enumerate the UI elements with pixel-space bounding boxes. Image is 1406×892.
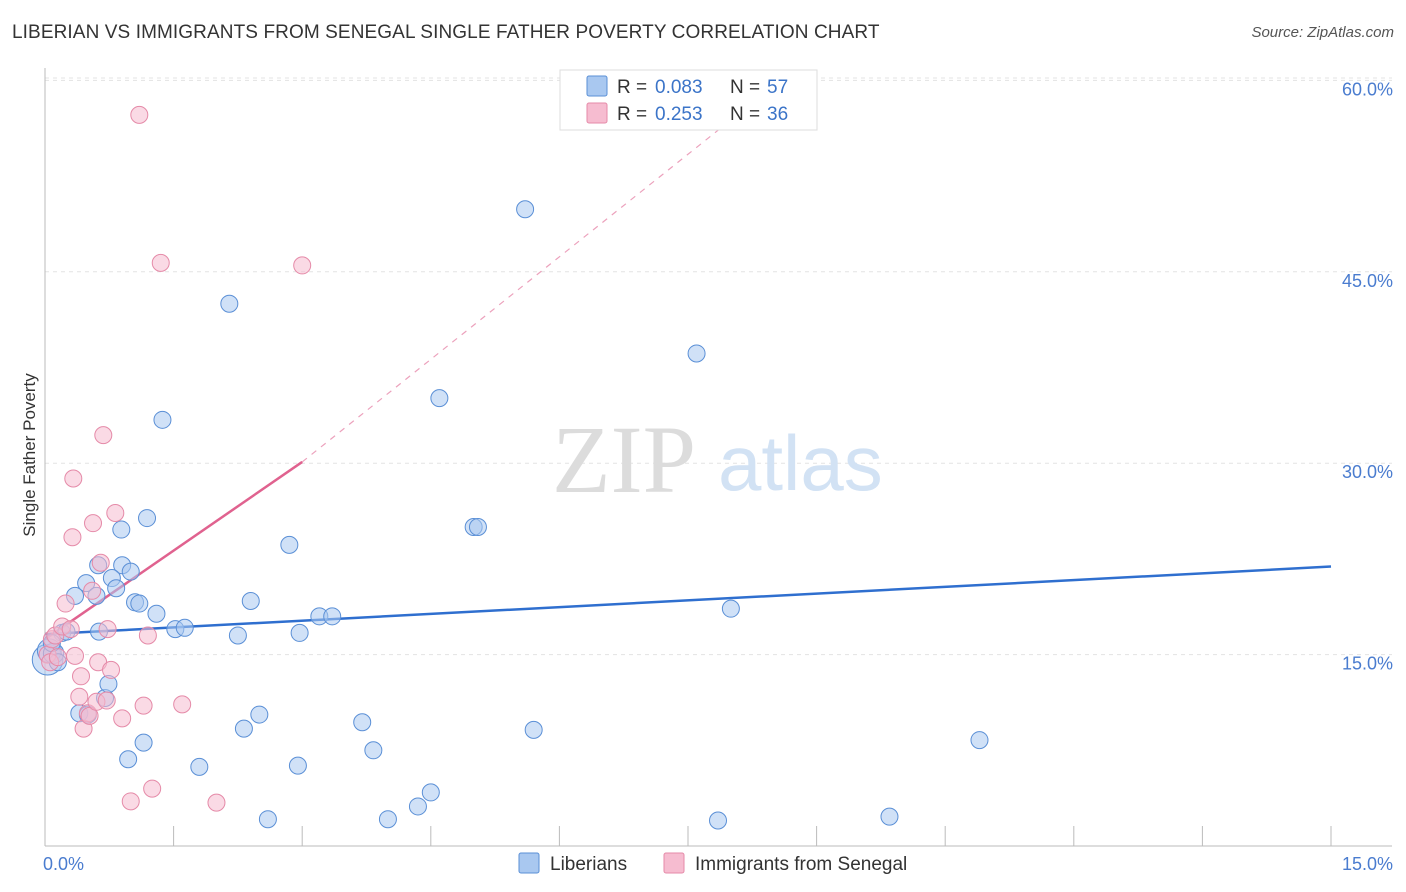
bottom-legend: Liberians Immigrants from Senegal [518, 852, 907, 875]
data-points [31, 105, 989, 830]
point-liberians [258, 810, 277, 829]
legend-n-label-1: N = [730, 77, 760, 98]
legend-r-label-2: R = [617, 104, 647, 125]
point-senegal [134, 696, 153, 715]
trend-lines [44, 99, 1332, 641]
point-senegal [84, 514, 103, 533]
point-liberians [364, 741, 383, 760]
point-liberians [516, 200, 535, 219]
y-tick-labels: 15.0% 30.0% 45.0% 60.0% [1342, 79, 1393, 673]
bottom-legend-label-senegal: Immigrants from Senegal [695, 854, 907, 875]
point-liberians [353, 713, 372, 732]
watermark-zip: ZIP [552, 406, 696, 513]
point-liberians [323, 607, 342, 626]
legend-n-value-1: 57 [767, 77, 788, 98]
point-senegal [293, 256, 312, 275]
point-senegal [94, 426, 113, 445]
point-liberians [107, 579, 126, 598]
point-senegal [83, 581, 102, 600]
point-liberians [280, 535, 299, 554]
point-liberians [709, 811, 728, 830]
point-liberians [220, 294, 239, 313]
point-liberians [234, 719, 253, 738]
trend-line-liberians [44, 565, 1332, 636]
y-axis-label: Single Father Poverty [20, 373, 39, 537]
y-tick-label: 60.0% [1342, 79, 1393, 99]
point-liberians [524, 720, 543, 739]
point-senegal [121, 792, 140, 811]
x-tick-label-max: 15.0% [1342, 854, 1393, 874]
point-liberians [468, 518, 487, 536]
trend-line-senegal [44, 460, 303, 641]
point-liberians [288, 756, 307, 775]
legend-n-value-2: 36 [767, 104, 788, 125]
axes [44, 68, 1392, 847]
source-label: Source: ZipAtlas.com [1251, 24, 1394, 41]
point-senegal [61, 620, 80, 639]
gridlines [45, 77, 1392, 656]
top-legend: R = 0.083 N = 57 R = 0.253 N = 36 [559, 69, 818, 131]
bottom-legend-swatch-senegal [663, 852, 685, 874]
point-liberians [421, 783, 440, 802]
point-senegal [48, 648, 67, 667]
point-liberians [153, 410, 172, 429]
point-liberians [241, 592, 260, 611]
legend-swatch-senegal [586, 102, 608, 124]
point-liberians [138, 509, 157, 528]
point-liberians [290, 623, 309, 642]
point-senegal [64, 469, 83, 488]
point-liberians [250, 705, 269, 724]
legend-n-label-2: N = [730, 104, 760, 125]
chart-title: LIBERIAN VS IMMIGRANTS FROM SENEGAL SING… [12, 22, 880, 43]
point-senegal [72, 667, 91, 686]
point-liberians [880, 807, 899, 826]
point-liberians [175, 618, 194, 637]
point-liberians [228, 626, 247, 645]
point-liberians [121, 562, 140, 581]
y-tick-label: 15.0% [1342, 654, 1393, 674]
watermark-atlas: atlas [718, 419, 883, 507]
point-senegal [106, 503, 125, 522]
point-liberians [112, 520, 131, 539]
point-liberians [408, 797, 427, 816]
point-senegal [91, 553, 110, 572]
point-senegal [143, 779, 162, 798]
point-senegal [97, 691, 116, 710]
point-senegal [98, 620, 117, 639]
legend-swatch-liberians [586, 75, 608, 97]
bottom-legend-label-liberians: Liberians [550, 854, 627, 875]
point-senegal [130, 105, 149, 124]
point-liberians [130, 594, 149, 613]
point-senegal [66, 646, 85, 665]
trend-line-senegal-extension [301, 99, 757, 463]
legend-r-label-1: R = [617, 77, 647, 98]
point-senegal [63, 528, 82, 547]
bottom-legend-swatch-liberians [518, 852, 540, 874]
legend-r-value-1: 0.083 [655, 77, 703, 98]
point-senegal [102, 660, 121, 679]
point-liberians [430, 389, 449, 408]
point-senegal [113, 709, 132, 728]
point-liberians [378, 810, 397, 829]
legend-r-value-2: 0.253 [655, 104, 703, 125]
point-liberians [119, 750, 138, 769]
point-senegal [56, 594, 75, 613]
point-liberians [134, 733, 153, 752]
point-senegal [138, 626, 157, 645]
y-tick-label: 45.0% [1342, 271, 1393, 291]
point-senegal [173, 695, 192, 714]
point-liberians [687, 344, 706, 363]
point-liberians [147, 604, 166, 623]
y-tick-label: 30.0% [1342, 462, 1393, 482]
point-liberians [190, 757, 209, 776]
point-liberians [721, 599, 740, 618]
point-senegal [207, 793, 226, 812]
x-tick-labels: 0.0% 15.0% [43, 854, 1393, 874]
point-senegal [151, 253, 170, 272]
x-tick-label-min: 0.0% [43, 854, 84, 874]
point-senegal [70, 687, 89, 706]
watermark: ZIP atlas [552, 406, 883, 513]
point-liberians [970, 731, 989, 750]
